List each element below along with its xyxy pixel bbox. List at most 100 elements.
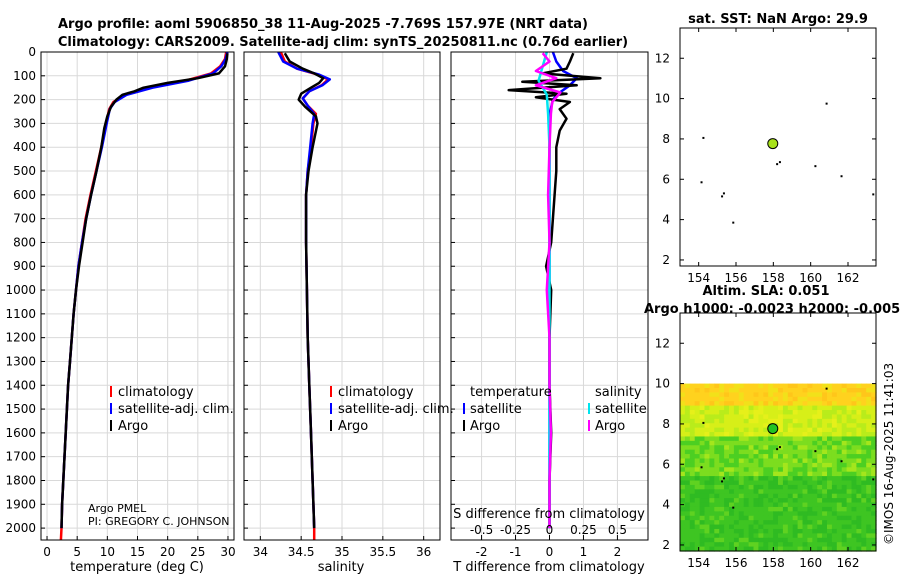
sla-cell — [807, 418, 813, 424]
sla-cell — [797, 498, 804, 504]
diff-top-tick-label: 0 — [546, 523, 554, 537]
sla-cell — [851, 432, 857, 438]
sla-cell — [768, 410, 774, 416]
sla-cell — [704, 546, 710, 552]
sla-cell — [787, 520, 794, 526]
sla-cell — [733, 506, 740, 512]
sla-cell — [851, 401, 857, 407]
sla-cell — [817, 498, 823, 504]
sla-cell — [699, 546, 706, 552]
sla-cell — [704, 414, 710, 420]
sla-cell — [851, 427, 857, 433]
sla-cell — [724, 432, 730, 438]
sla-cell — [719, 498, 725, 504]
sla-cell — [802, 383, 808, 389]
sla-cell — [841, 449, 848, 455]
sla-cell — [831, 462, 838, 468]
sla-cell — [733, 498, 740, 504]
sla-cell — [680, 484, 686, 490]
sla-cell — [714, 493, 720, 499]
sla-cell — [817, 484, 823, 490]
sla-cell — [802, 427, 808, 433]
sla-cell — [822, 410, 828, 416]
sla-cell — [866, 533, 872, 539]
depth-tick-label: 500 — [13, 164, 36, 178]
sla-cell — [743, 405, 750, 411]
sla-cell — [831, 528, 838, 534]
sla-cell — [797, 449, 804, 455]
sla-cell — [709, 520, 715, 526]
sla-cell — [729, 542, 735, 548]
sla-cell — [866, 449, 872, 455]
sla-cell — [782, 414, 789, 420]
sla-cell — [699, 383, 706, 389]
sla-cell — [680, 449, 686, 455]
sla-cell — [694, 520, 701, 526]
sla-cell — [827, 458, 833, 464]
sla-cell — [856, 524, 862, 530]
sla-cell — [787, 432, 794, 438]
sla-cell — [861, 383, 867, 389]
depth-tick-label: 1800 — [5, 473, 36, 487]
sla-cell — [743, 533, 750, 539]
sla-cell — [724, 458, 730, 464]
map1-lon-label: 162 — [837, 271, 860, 285]
sla-cell — [792, 537, 799, 543]
sla-cell — [694, 546, 701, 552]
sla-cell — [822, 498, 828, 504]
sla-cell — [807, 502, 813, 508]
sla-cell — [846, 418, 853, 424]
sla-cell — [733, 405, 740, 411]
sla-cell — [714, 537, 720, 543]
sla-cell — [699, 392, 706, 398]
sla-cell — [812, 480, 818, 486]
sla-cell — [856, 427, 862, 433]
depth-tick-label: 900 — [13, 259, 36, 273]
sla-cell — [729, 533, 735, 539]
sla-cell — [733, 537, 740, 543]
temperature-legend: climatology satellite-adj. clim. Argo — [110, 385, 234, 434]
sla-cell — [831, 515, 838, 521]
sla-cell — [758, 506, 764, 512]
sla-cell — [831, 511, 838, 517]
sla-cell — [684, 445, 691, 451]
sla-cell — [841, 392, 848, 398]
sla-cell — [689, 511, 696, 517]
map1-lon-label: 160 — [799, 271, 822, 285]
sla-cell — [831, 383, 838, 389]
sla-cell — [684, 480, 691, 486]
sla-cell — [684, 533, 691, 539]
sla-cell — [802, 401, 808, 407]
sla-cell — [861, 533, 867, 539]
sla-cell — [694, 498, 701, 504]
sla-cell — [704, 454, 710, 460]
sla-cell — [836, 533, 843, 539]
sla-cell — [792, 489, 799, 495]
sla-cell — [836, 445, 843, 451]
diff-legend-sat-t-label: satellite — [470, 402, 522, 417]
sla-cell — [836, 410, 843, 416]
sla-cell — [856, 537, 862, 543]
sla-cell — [724, 524, 730, 530]
sla-cell — [802, 462, 808, 468]
sla-cell — [763, 423, 769, 429]
sla-cell — [846, 506, 853, 512]
sla-cell — [797, 423, 804, 429]
sla-cell — [787, 445, 794, 451]
sla-cell — [758, 511, 764, 517]
sla-cell — [866, 458, 872, 464]
sla-cell — [689, 546, 696, 552]
sla-cell — [748, 533, 755, 539]
sla-cell — [871, 418, 877, 424]
sla-cell — [680, 458, 686, 464]
sla-cell — [817, 489, 823, 495]
sla-cell — [763, 520, 769, 526]
sla-cell — [724, 498, 730, 504]
sla-cell — [831, 489, 838, 495]
sla-cell — [714, 511, 720, 517]
sla-cell — [694, 418, 701, 424]
sla-cell — [719, 489, 725, 495]
sla-cell — [792, 506, 799, 512]
sla-cell — [773, 392, 779, 398]
